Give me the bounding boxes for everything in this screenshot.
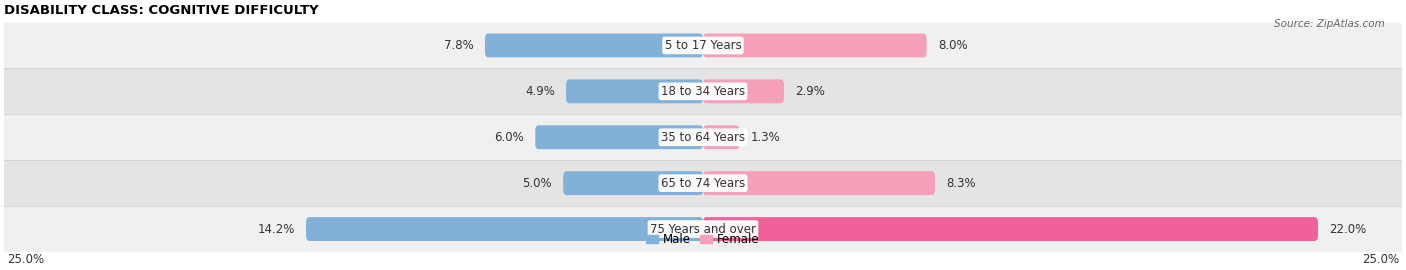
FancyBboxPatch shape <box>703 33 927 58</box>
FancyBboxPatch shape <box>307 217 703 241</box>
FancyBboxPatch shape <box>703 125 740 149</box>
Bar <box>4 160 1402 206</box>
Text: DISABILITY CLASS: COGNITIVE DIFFICULTY: DISABILITY CLASS: COGNITIVE DIFFICULTY <box>4 4 319 17</box>
FancyBboxPatch shape <box>703 217 1317 241</box>
Text: 4.9%: 4.9% <box>524 85 555 98</box>
FancyBboxPatch shape <box>567 79 703 103</box>
FancyBboxPatch shape <box>485 33 703 58</box>
Text: 65 to 74 Years: 65 to 74 Years <box>661 177 745 190</box>
Bar <box>4 22 1402 68</box>
Text: 1.3%: 1.3% <box>751 131 780 144</box>
Text: Source: ZipAtlas.com: Source: ZipAtlas.com <box>1274 19 1385 29</box>
Text: 25.0%: 25.0% <box>7 253 44 266</box>
Text: 14.2%: 14.2% <box>257 222 295 235</box>
Text: 75 Years and over: 75 Years and over <box>650 222 756 235</box>
Bar <box>4 114 1402 160</box>
Text: 5.0%: 5.0% <box>523 177 553 190</box>
Bar <box>4 206 1402 252</box>
FancyBboxPatch shape <box>703 79 785 103</box>
Text: 25.0%: 25.0% <box>1362 253 1399 266</box>
FancyBboxPatch shape <box>564 171 703 195</box>
Text: 6.0%: 6.0% <box>495 131 524 144</box>
Text: 7.8%: 7.8% <box>444 39 474 52</box>
Text: 35 to 64 Years: 35 to 64 Years <box>661 131 745 144</box>
Text: 22.0%: 22.0% <box>1329 222 1367 235</box>
Bar <box>4 68 1402 114</box>
FancyBboxPatch shape <box>536 125 703 149</box>
Text: 18 to 34 Years: 18 to 34 Years <box>661 85 745 98</box>
Text: 8.0%: 8.0% <box>938 39 967 52</box>
Text: 5 to 17 Years: 5 to 17 Years <box>665 39 741 52</box>
Legend: Male, Female: Male, Female <box>641 228 765 251</box>
FancyBboxPatch shape <box>703 171 935 195</box>
Text: 2.9%: 2.9% <box>796 85 825 98</box>
Text: 8.3%: 8.3% <box>946 177 976 190</box>
